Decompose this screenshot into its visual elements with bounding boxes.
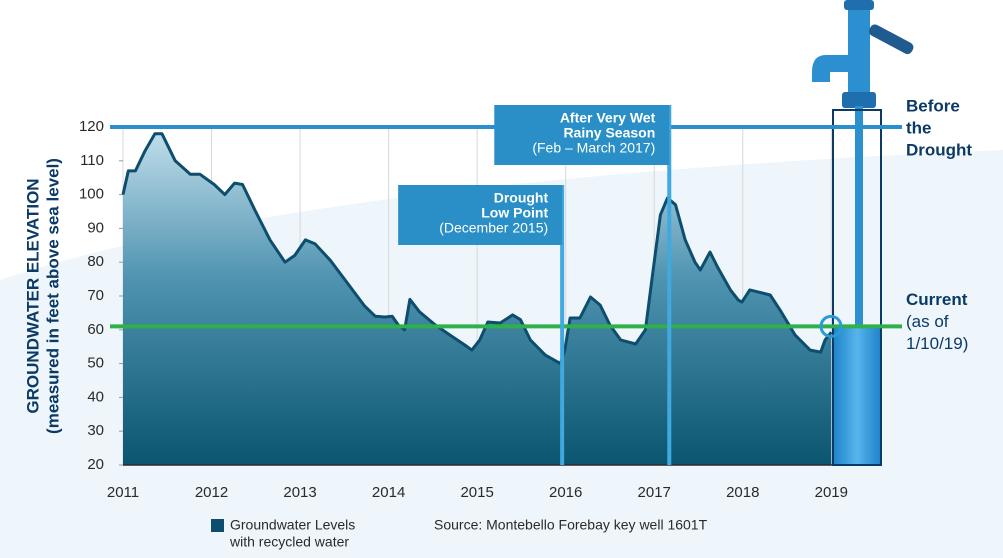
x-tick-label: 2013 (283, 484, 316, 501)
y-tick-label: 100 (79, 186, 104, 203)
reference-label: Before (906, 96, 960, 115)
legend-label: with recycled water (229, 534, 349, 550)
y-tick-label: 80 (87, 253, 104, 270)
y-tick-label: 120 (79, 118, 104, 135)
reference-sublabel: 1/10/19) (906, 334, 968, 353)
annotation-title: After Very Wet (560, 110, 656, 126)
annotation-subtitle: (December 2015) (439, 220, 548, 236)
y-tick-label: 60 (87, 321, 104, 338)
x-tick-label: 2018 (726, 484, 759, 501)
reference-label: Current (906, 290, 968, 309)
pipe-water (833, 326, 881, 465)
reference-label: the (906, 118, 932, 137)
x-tick-label: 2017 (638, 484, 671, 501)
x-tick-label: 2016 (549, 484, 582, 501)
annotation-title: Drought (494, 190, 549, 206)
x-tick-label: 2012 (195, 484, 228, 501)
x-tick-label: 2015 (460, 484, 493, 501)
y-axis-title: (measured in feet above sea level) (43, 158, 62, 434)
reference-sublabel: (as of (906, 312, 949, 331)
legend-swatch (211, 519, 224, 532)
y-tick-label: 50 (87, 355, 104, 372)
y-tick-label: 40 (87, 388, 104, 405)
reference-label: Drought (906, 140, 972, 159)
legend-label: Groundwater Levels (230, 517, 355, 533)
annotation-subtitle: (Feb – March 2017) (532, 140, 655, 156)
chart: 2011 2012 2013 2014 2015 2016 2017 2018 2019 20 30… (0, 0, 1003, 558)
faucet (812, 0, 915, 108)
y-tick-label: 70 (87, 287, 104, 304)
y-tick-label: 30 (87, 422, 104, 439)
pipe-inner (855, 106, 863, 326)
x-tick-label: 2019 (815, 484, 848, 501)
x-tick-label: 2014 (372, 484, 405, 501)
y-tick-label: 110 (80, 152, 104, 169)
y-tick-label: 20 (87, 456, 104, 473)
page: {"chart_data": { "type": "area", "y_labe… (0, 0, 1003, 558)
x-tick-label: 2011 (107, 484, 139, 501)
y-tick-label: 90 (87, 219, 104, 236)
y-axis-title: GROUNDWATER ELEVATION (23, 178, 42, 413)
source-note: Source: Montebello Forebay key well 1601… (434, 517, 708, 533)
annotation-title: Rainy Season (563, 125, 655, 141)
annotation-title: Low Point (481, 205, 548, 221)
